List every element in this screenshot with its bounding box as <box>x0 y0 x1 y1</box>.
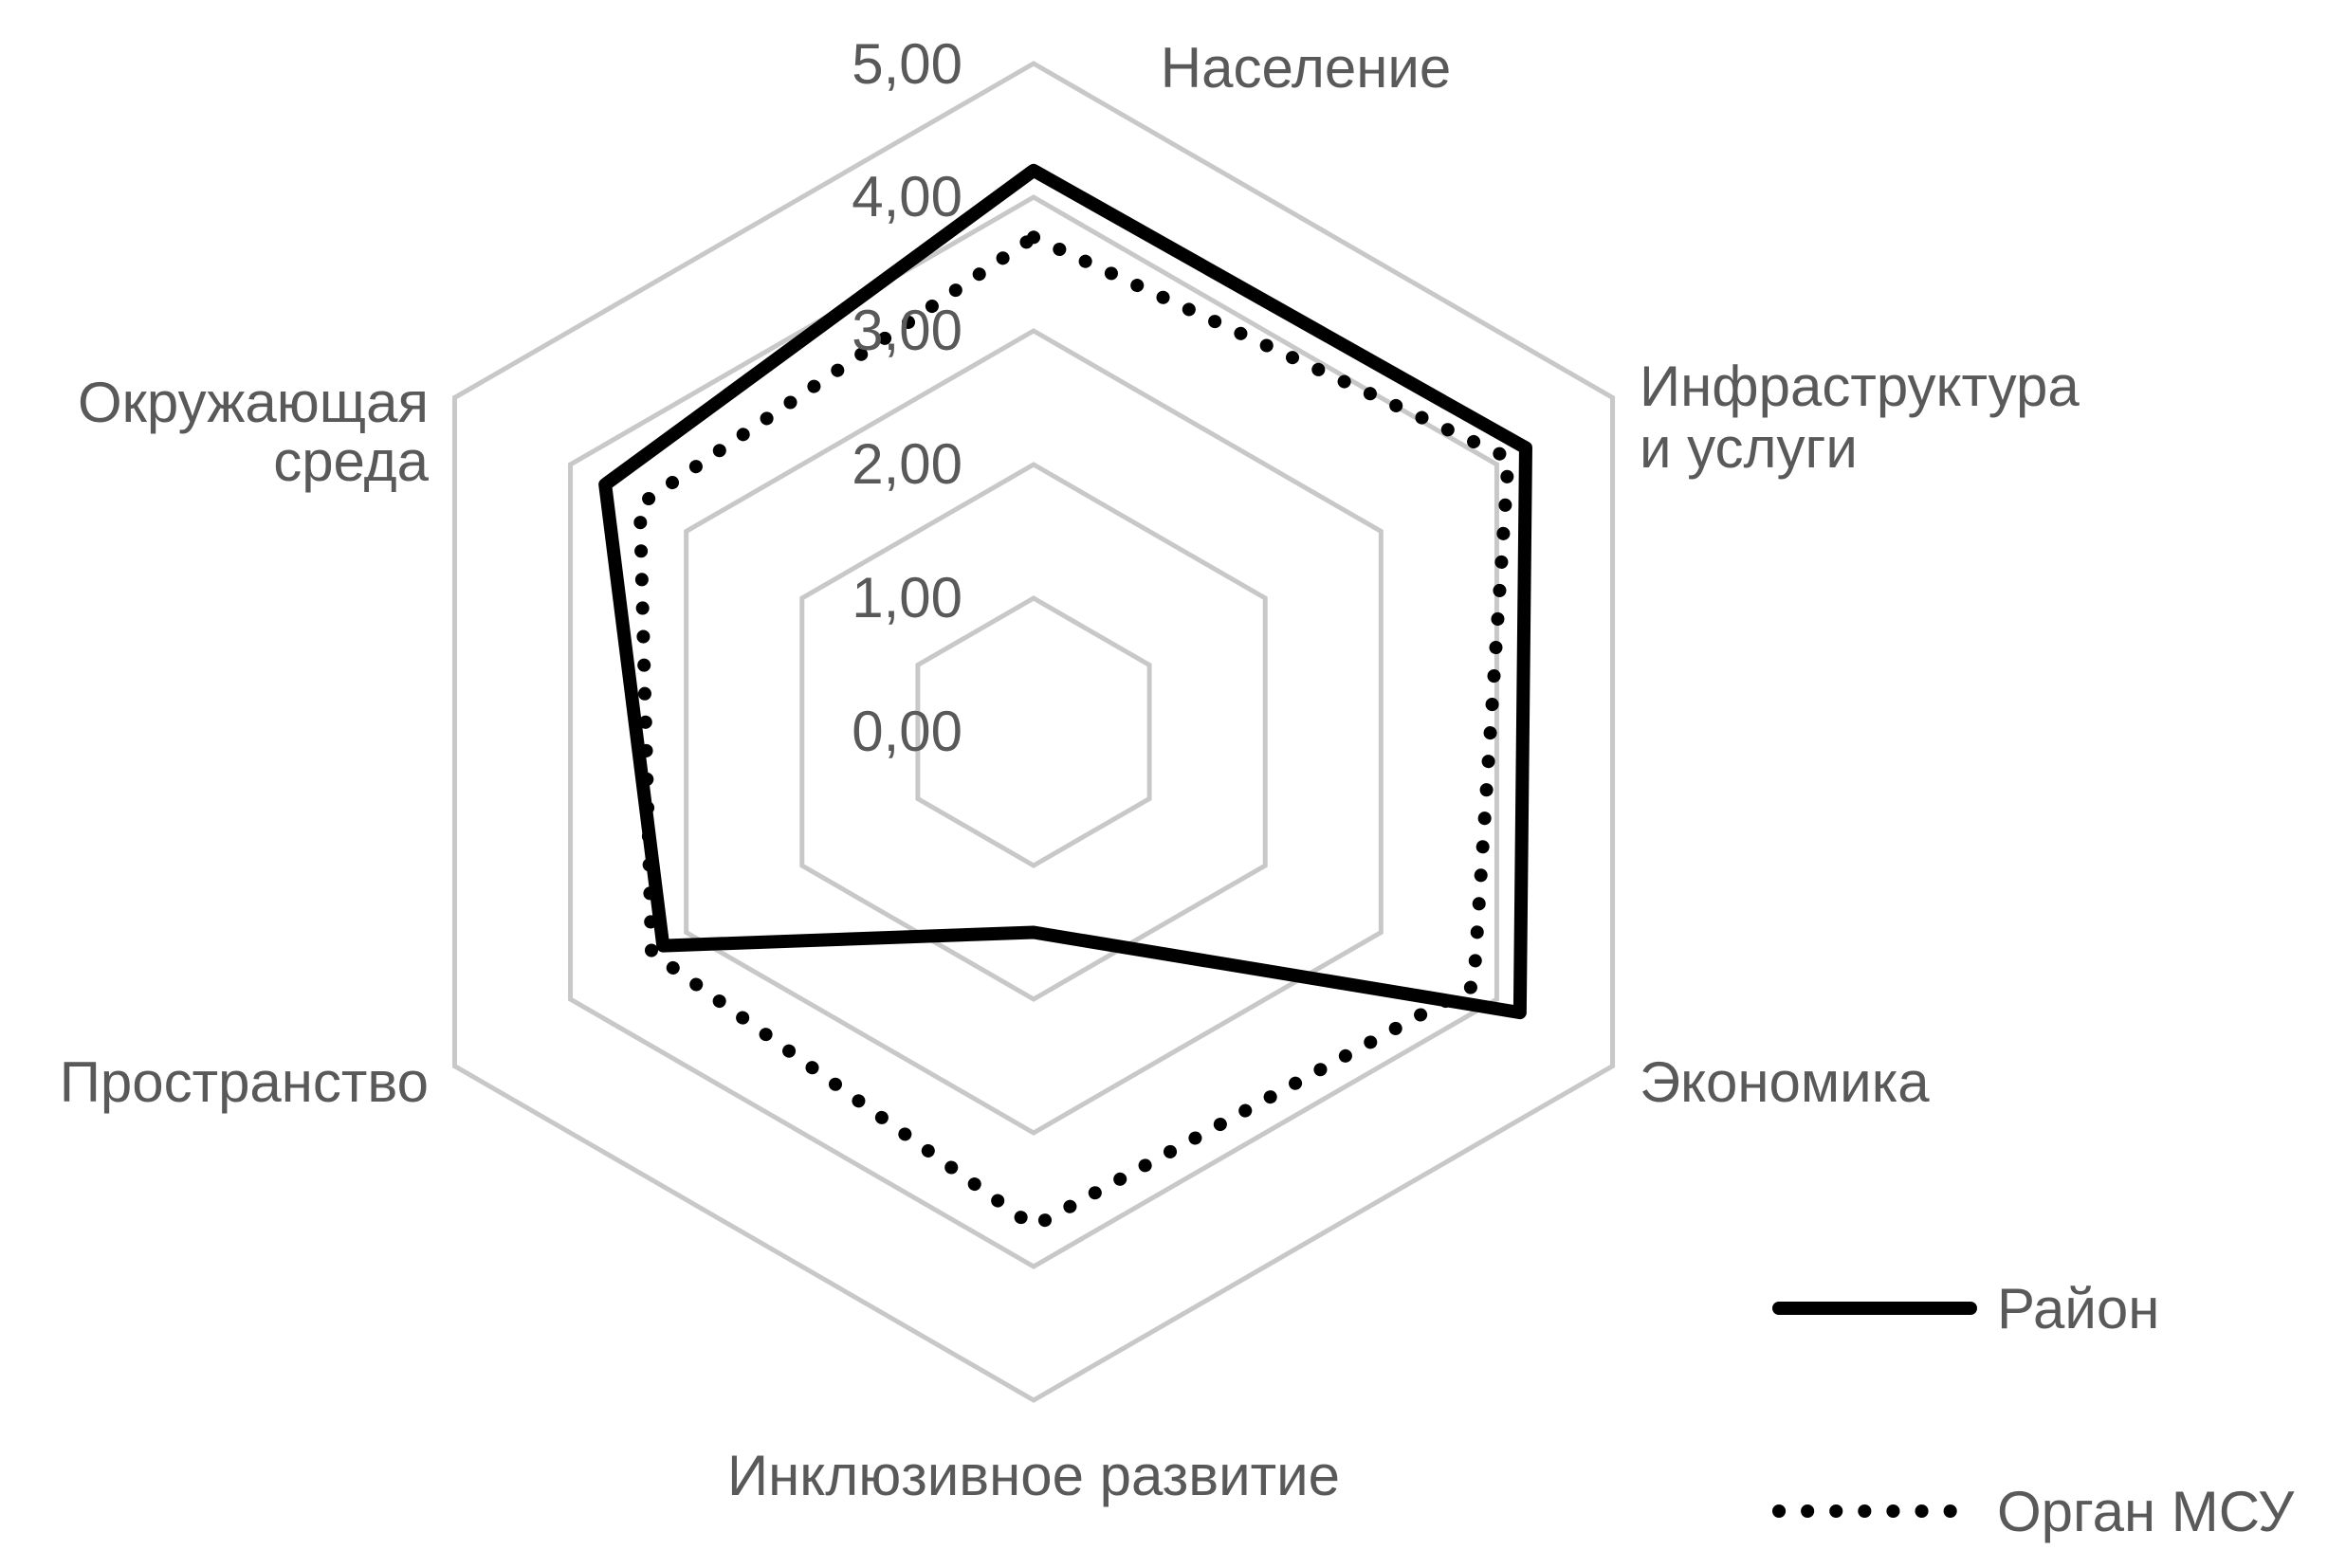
category-label-infrastructure: Инфраструктура <box>1640 355 2080 418</box>
tick-labels: 0,00 1,00 2,00 3,00 4,00 5,00 <box>852 32 962 763</box>
tick-label: 3,00 <box>852 299 962 362</box>
tick-label: 1,00 <box>852 566 962 629</box>
category-label-environment: Окружающая <box>78 371 429 434</box>
category-label-environment-line2: среда <box>273 429 429 493</box>
legend: Район Орган МСУ <box>1772 1277 2295 1543</box>
tick-label: 2,00 <box>852 432 962 496</box>
grid-ring <box>799 462 1268 1002</box>
category-label-space: Пространство <box>60 1050 429 1114</box>
grid-ring <box>568 194 1499 1269</box>
grid-ring <box>451 61 1616 1403</box>
category-label-economy: Экономика <box>1640 1050 1930 1114</box>
series-layer <box>598 163 1532 1233</box>
series-line-rayon <box>598 163 1532 1020</box>
series-line-organ-msu <box>632 230 1515 1233</box>
grid-ring <box>915 595 1152 868</box>
category-label-inclusive: Инклюзивное развитие <box>727 1444 1340 1507</box>
tick-label: 5,00 <box>852 32 962 96</box>
grid <box>451 61 1616 1403</box>
tick-label: 4,00 <box>852 165 962 228</box>
category-label-infrastructure-line2: и услуги <box>1640 416 1858 480</box>
legend-label-organ-msu: Орган МСУ <box>1997 1480 2295 1543</box>
category-labels: Население Инфраструктура и услуги Эконом… <box>60 36 2080 1507</box>
tick-label: 0,00 <box>852 700 962 763</box>
grid-ring <box>684 328 1384 1136</box>
category-label-population: Население <box>1161 36 1451 100</box>
legend-label-rayon: Район <box>1997 1277 2159 1340</box>
